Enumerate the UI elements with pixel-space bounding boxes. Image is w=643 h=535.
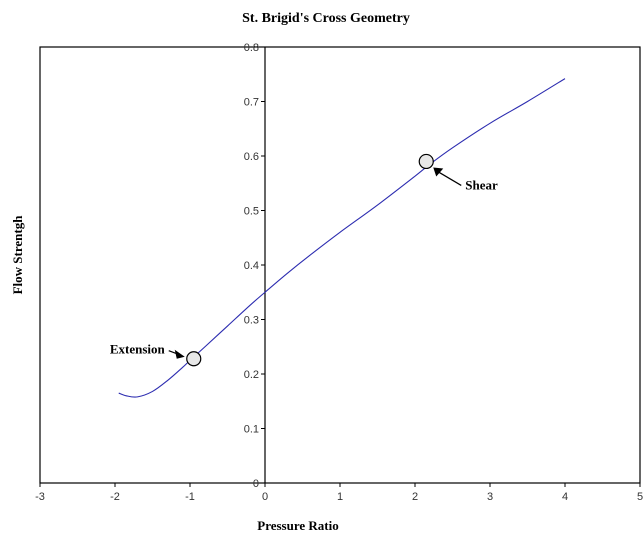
series-line — [118, 78, 566, 398]
extension-arrow-shaft — [168, 350, 177, 355]
y-tick-label: 0.4 — [244, 260, 259, 272]
x-tick-label: 3 — [487, 491, 493, 503]
y-tick-label: 0.8 — [244, 42, 259, 54]
x-tick-label: 0 — [262, 491, 268, 503]
annotation-extension: Extension — [110, 342, 202, 367]
y-tick-label: 0.1 — [244, 424, 259, 436]
x-ticks: -3 -2 -1 0 1 2 3 4 5 — [35, 483, 643, 503]
y-axis-label: Flow Strentgh — [10, 215, 25, 295]
extension-marker — [186, 351, 202, 367]
y-tick-label: 0.6 — [244, 151, 259, 163]
x-tick-label: 1 — [337, 491, 343, 503]
x-tick-label: 2 — [412, 491, 418, 503]
extension-arrow — [174, 349, 185, 359]
y-tick-label: 0.7 — [244, 97, 259, 109]
y-tick-label: 0.5 — [244, 206, 259, 218]
plot-frame — [39, 46, 641, 484]
x-axis-label: Pressure Ratio — [257, 518, 338, 533]
x-tick-label: -3 — [35, 491, 45, 503]
shear-arrow — [433, 167, 444, 177]
chart-title: St. Brigid's Cross Geometry — [242, 11, 410, 26]
y-ticks: 0 0.1 0.2 0.3 0.4 0.5 0.6 0.7 0.8 — [244, 42, 265, 490]
shear-marker — [418, 153, 434, 170]
x-tick-label: -1 — [185, 491, 195, 503]
y-tick-label: 0 — [253, 478, 259, 490]
x-tick-label: 4 — [562, 491, 568, 503]
shear-arrow-shaft — [438, 171, 462, 186]
annotation-shear: Shear — [418, 153, 498, 192]
x-tick-label: -2 — [110, 491, 120, 503]
y-tick-label: 0.3 — [244, 315, 259, 327]
x-tick-label: 5 — [637, 491, 643, 503]
shear-label: Shear — [465, 177, 498, 192]
extension-label: Extension — [110, 342, 166, 357]
y-tick-label: 0.2 — [244, 369, 259, 381]
